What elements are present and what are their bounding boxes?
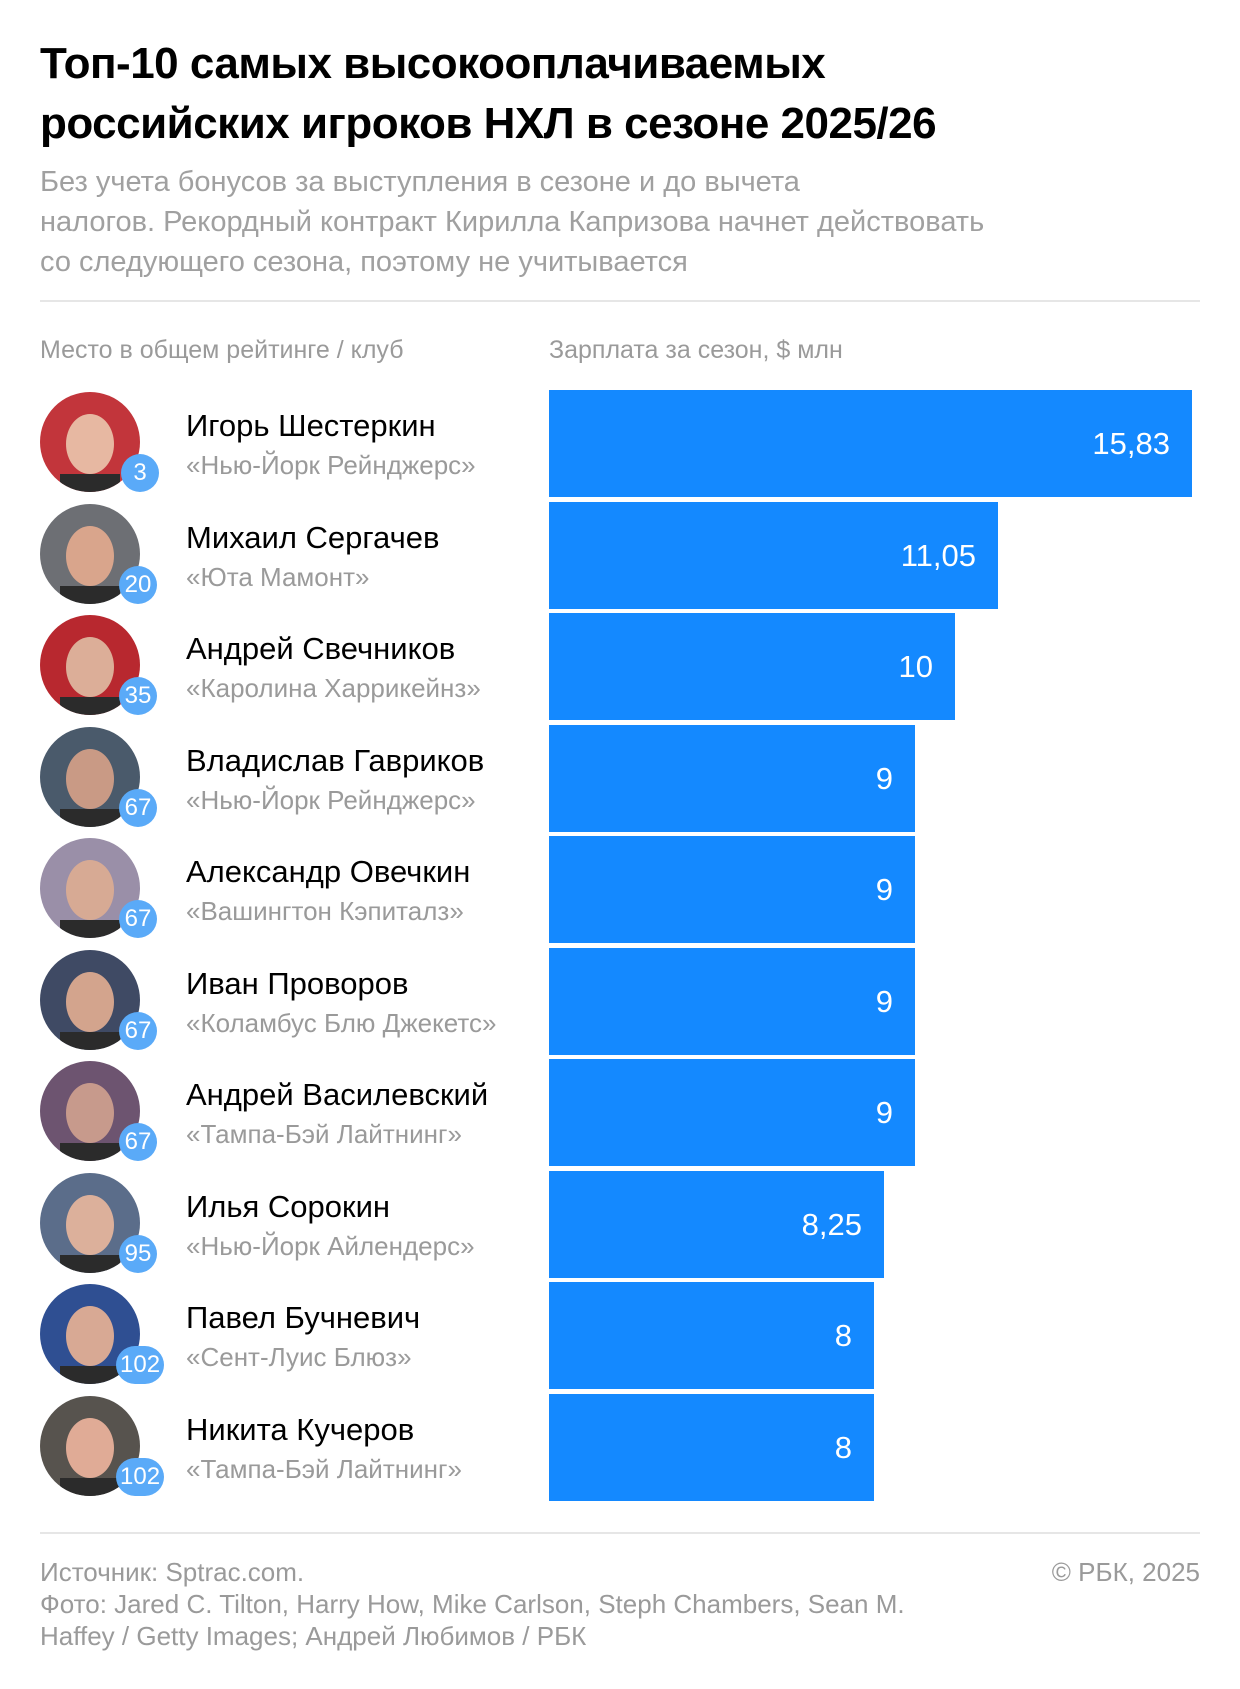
title-line-1: Топ-10 самых высокооплачиваемых [40,39,826,88]
player-club: «Коламбус Блю Джекетс» [186,1007,497,1038]
salary-bar: 9 [549,947,915,1055]
player-row: 102 Павел Бучневич «Сент-Луис Блюз» 8 [0,1282,1240,1393]
player-club: «Вашингтон Кэпиталз» [186,896,464,926]
chart-title: Топ-10 самых высокооплачиваемых российск… [40,34,1200,154]
salary-value: 9 [875,872,893,907]
salary-bar: 15,83 [549,390,1192,497]
player-photo-icon [40,949,140,1050]
rank-badge: 35 [119,677,157,715]
player-name: Александр Овечкин [186,854,471,889]
salary-bar: 8 [549,1393,874,1501]
subtitle-line-2: налогов. Рекордный контракт Кирилла Капр… [40,206,985,238]
rank-badge: 67 [119,900,157,938]
column-header-salary: Зарплата за сезон, $ млн [549,336,843,364]
player-club: «Тампа-Бэй Лайтнинг» [186,1453,462,1484]
player-club: «Тампа-Бэй Лайтнинг» [186,1119,462,1149]
rank-badge: 95 [119,1234,157,1273]
player-name: Владислав Гавриков [186,742,485,778]
rank-badge: 67 [119,1011,157,1050]
footer-photo-credits-line-1: Фото: Jared C. Tilton, Harry How, Mike C… [40,1589,905,1619]
player-row: 102 Никита Кучеров «Тампа-Бэй Лайтнинг» 8 [0,1393,1240,1505]
top-divider [40,300,1200,302]
title-line-2: российских игроков НХЛ в сезоне 2025/26 [40,99,937,148]
player-row: 67 Иван Проворов «Коламбус Блю Джекетс» 9 [0,947,1240,1059]
chart-subtitle: Без учета бонусов за выступления в сезон… [40,162,1200,282]
player-photo-icon [40,615,140,715]
salary-bar: 9 [549,1059,915,1166]
salary-value: 10 [898,649,933,684]
subtitle-line-3: со следующего сезона, поэтому не учитыва… [40,246,688,278]
column-header-rank-club: Место в общем рейтинге / клуб [40,336,404,364]
rank-badge: 3 [121,454,159,492]
player-name: Иван Проворов [186,965,409,1001]
salary-bar: 9 [549,724,915,832]
salary-bar: 8,25 [549,1170,884,1278]
salary-value: 15,83 [1092,426,1170,461]
salary-bar: 8 [549,1282,874,1389]
salary-bar: 10 [549,613,955,720]
player-name: Павел Бучневич [186,1300,421,1335]
player-row: 95 Илья Сорокин «Нью-Йорк Айлендерс» 8,25 [0,1170,1240,1282]
player-row: 20 Михаил Сергачев «Юта Мамонт» 11,05 [0,501,1240,613]
salary-value: 9 [875,1095,893,1130]
player-row: 3 Игорь Шестеркин «Нью-Йорк Рейнджерс» 15,8… [0,390,1240,501]
salary-value: 9 [875,983,893,1019]
bottom-divider [40,1532,1200,1534]
player-photo-icon [40,503,140,604]
player-row: 67 Андрей Василевский «Тампа-Бэй Лайтнинг»… [0,1059,1240,1170]
salary-value: 9 [875,760,893,796]
player-club: «Каролина Харрикейнз» [186,673,481,703]
rank-badge: 102 [116,1457,165,1496]
player-name: Андрей Свечников [186,631,456,666]
player-name: Никита Кучеров [186,1411,415,1447]
footer-photo-credits-line-2: Haffey / Getty Images; Андрей Любимов / … [40,1621,587,1651]
salary-value: 8 [834,1429,852,1465]
player-name: Андрей Василевский [186,1077,489,1112]
rank-badge: 102 [116,1346,165,1384]
rank-badge: 67 [119,788,157,827]
salary-value: 11,05 [900,537,976,573]
rank-badge: 20 [119,565,157,604]
player-photo-icon [40,1395,140,1496]
player-name: Михаил Сергачев [186,519,440,555]
player-club: «Нью-Йорк Рейнджерс» [186,450,476,480]
player-name: Илья Сорокин [186,1188,391,1224]
player-photo-icon [40,392,140,492]
footer-copyright: © РБК, 2025 [1051,1557,1200,1587]
player-row: 67 Александр Овечкин «Вашингтон Кэпиталз» 9 [0,836,1240,947]
salary-bar: 11,05 [549,501,998,609]
salary-value: 8 [834,1318,852,1353]
player-row: 67 Владислав Гавриков «Нью-Йорк Рейнджерс»… [0,724,1240,836]
footer-source: Источник: Sptrac.com. [40,1557,305,1587]
player-club: «Юта Мамонт» [186,561,370,592]
player-name: Игорь Шестеркин [186,408,436,443]
subtitle-line-1: Без учета бонусов за выступления в сезон… [40,166,800,198]
salary-bar: 9 [549,836,915,943]
player-club: «Нью-Йорк Рейнджерс» [186,784,476,815]
salary-value: 8,25 [801,1206,862,1242]
player-club: «Сент-Луис Блюз» [186,1342,412,1372]
rank-badge: 67 [119,1123,157,1161]
player-row: 35 Андрей Свечников «Каролина Харрикейнз» 1… [0,613,1240,724]
player-club: «Нью-Йорк Айлендерс» [186,1230,475,1261]
